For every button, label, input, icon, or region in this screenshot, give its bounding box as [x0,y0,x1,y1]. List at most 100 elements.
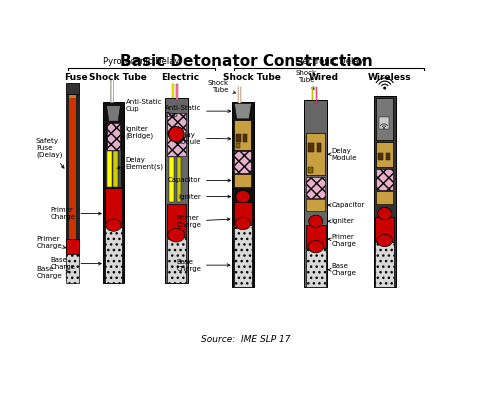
Text: Base
Charge: Base Charge [176,259,230,272]
Bar [76,94,79,256]
Bar [172,84,174,98]
Bar [112,80,113,102]
Bar [312,86,313,100]
Text: Capacitor: Capacitor [328,202,365,208]
Bar [169,157,174,202]
Ellipse shape [378,207,392,220]
Bar [376,142,393,167]
Ellipse shape [235,218,251,230]
Bar [376,169,393,190]
Bar [176,84,178,100]
Bar [378,153,383,160]
Bar [385,153,390,160]
Bar [167,204,186,237]
Text: Base
Charge: Base Charge [50,257,101,270]
Ellipse shape [384,87,386,89]
Text: Delay
Module: Delay Module [176,132,231,144]
Ellipse shape [383,127,385,129]
Ellipse shape [168,126,184,142]
Bar [374,96,396,287]
Ellipse shape [377,234,393,247]
Bar [66,94,69,256]
Text: Primer
Charge: Primer Charge [328,234,356,247]
Text: Shock
Tube: Shock Tube [207,80,236,93]
Bar [66,239,79,256]
Bar [376,98,393,140]
Bar [167,237,186,283]
Text: Electronic Delay: Electronic Delay [295,58,363,66]
Ellipse shape [236,190,250,203]
Bar [306,176,325,198]
Ellipse shape [309,215,323,228]
Text: Base
Charge: Base Charge [36,266,69,279]
Bar [234,120,252,150]
Text: Base
Charge: Base Charge [328,263,356,276]
Ellipse shape [308,240,324,253]
Bar [379,117,389,129]
Polygon shape [234,104,252,119]
Bar [106,150,121,186]
Bar [66,254,79,283]
Text: Primer
Charge: Primer Charge [36,236,65,248]
Bar [113,151,118,186]
Text: Safety
Fuse
(Delay): Safety Fuse (Delay) [36,138,64,168]
Ellipse shape [168,126,184,142]
Text: Electric: Electric [161,73,199,82]
Text: Delay
Element(s): Delay Element(s) [117,157,164,170]
Text: Shock Tube: Shock Tube [89,73,147,82]
Bar [105,227,122,283]
Bar [177,157,181,202]
Text: Source:  IME SLP 17: Source: IME SLP 17 [201,334,291,344]
Bar [103,102,124,283]
Bar [234,202,252,225]
Bar [234,151,252,173]
Bar [238,86,240,104]
Bar [306,225,326,248]
Bar [66,83,79,94]
Text: Capacitor: Capacitor [168,178,231,184]
Bar [316,144,321,152]
Ellipse shape [106,219,121,231]
Bar [234,225,252,287]
Bar [304,100,327,287]
Bar [110,80,113,102]
Bar [243,134,247,142]
Text: Igniter
(Bridge): Igniter (Bridge) [121,126,154,140]
Bar [236,144,240,148]
Text: Primer
Charge: Primer Charge [176,215,230,228]
Text: Anti-Static
Cup: Anti-Static Cup [165,105,231,118]
Text: Shock
Tube: Shock Tube [296,70,317,90]
Text: Primer
Charge: Primer Charge [50,207,101,220]
Bar [107,123,120,150]
Text: Igniter: Igniter [328,218,354,224]
Text: Wired: Wired [309,73,338,82]
Text: Basic Detonator Construction: Basic Detonator Construction [120,54,372,69]
Bar [232,102,254,287]
Text: Igniter: Igniter [178,194,231,200]
Bar [69,98,76,252]
Bar [308,166,312,173]
Bar [236,134,241,142]
Text: Wireless: Wireless [368,73,411,82]
Bar [375,242,394,287]
Bar [66,94,79,256]
Bar [105,188,122,227]
Bar [239,86,240,104]
Bar [306,248,326,287]
Text: Shock Tube: Shock Tube [223,73,281,82]
Bar [165,98,188,283]
Bar [375,217,394,242]
Bar [306,133,325,175]
Text: Pyrotechnic Delay: Pyrotechnic Delay [103,58,180,66]
Bar [316,86,317,103]
Text: Delay
Module: Delay Module [328,148,357,161]
Polygon shape [107,106,120,121]
Bar [234,174,252,186]
Bar [167,114,186,156]
Bar [306,199,325,211]
Bar [376,191,393,204]
Ellipse shape [168,228,185,242]
Text: Anti-Static
Cup: Anti-Static Cup [121,99,162,112]
Text: Fuse: Fuse [64,73,87,82]
Bar [107,151,112,186]
